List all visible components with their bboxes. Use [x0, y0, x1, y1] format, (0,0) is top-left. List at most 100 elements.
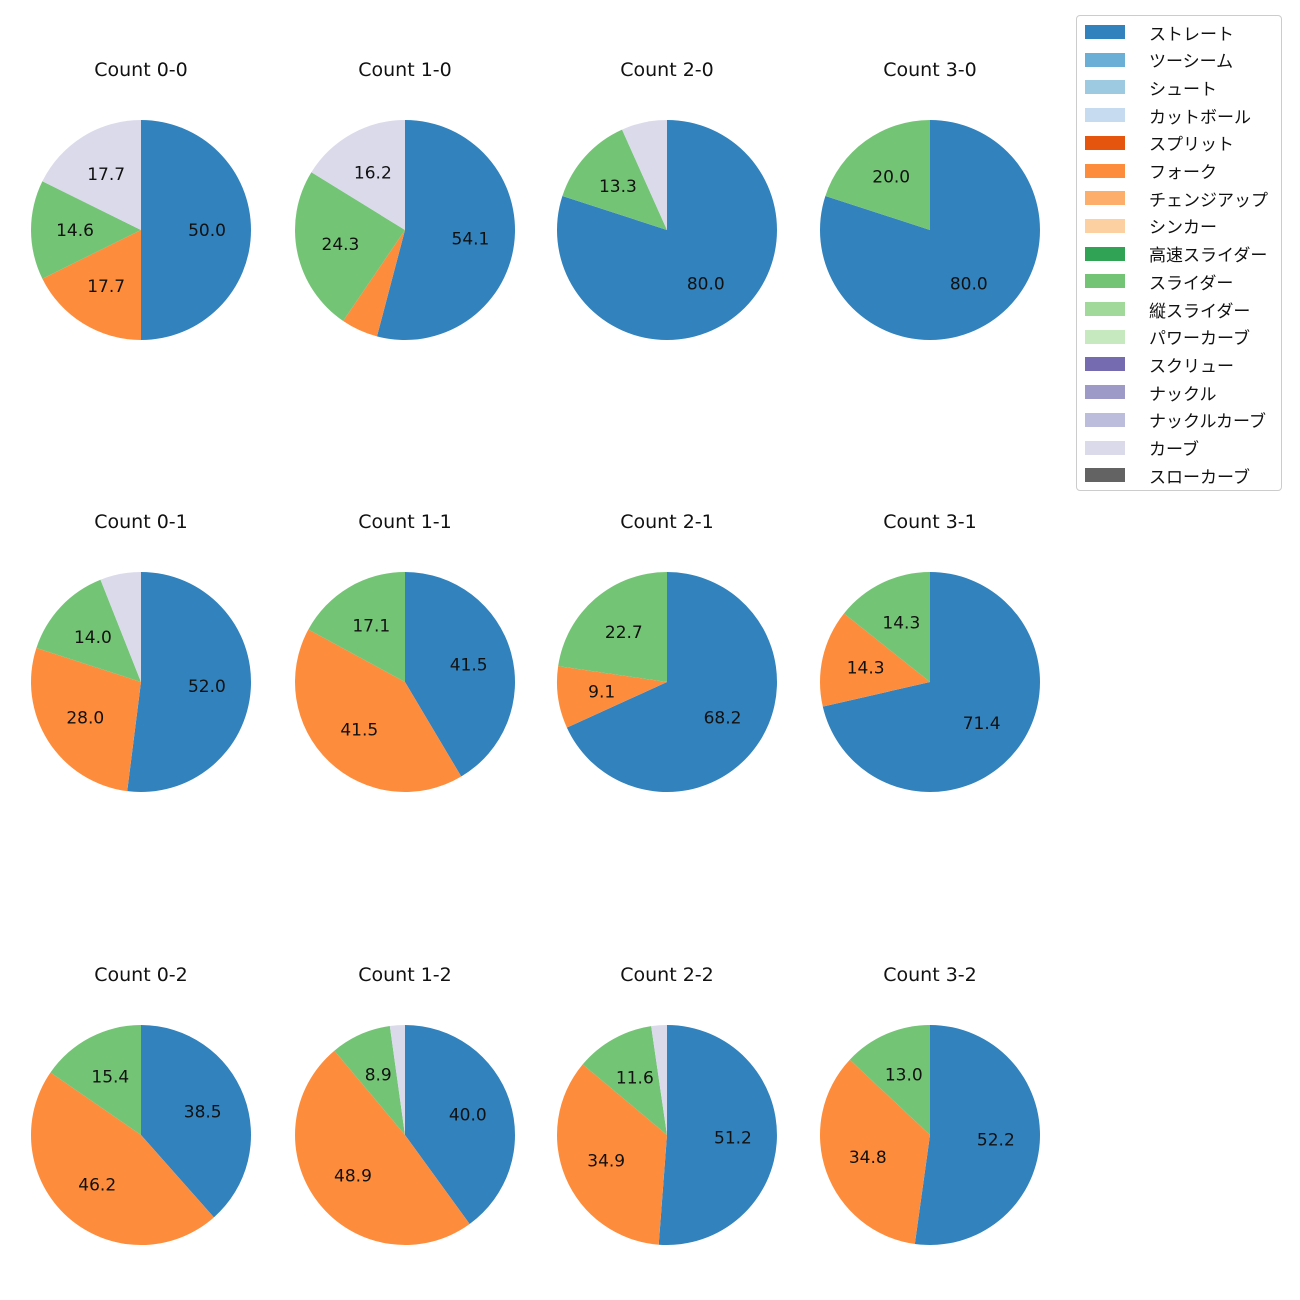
pie-slice-label: 14.3 [847, 658, 885, 678]
pie-slice-label: 50.0 [188, 221, 226, 241]
legend-label: ナックル [1149, 384, 1217, 405]
legend-label: 縦スライダー [1149, 301, 1251, 322]
legend-label: ストレート [1149, 24, 1234, 45]
legend-swatch [1085, 468, 1125, 483]
pie-slice [562, 129, 667, 230]
legend-label: スライダー [1149, 273, 1234, 294]
pie-slice [31, 181, 141, 279]
legend-label: フォーク [1149, 163, 1217, 183]
pie-slice [843, 572, 930, 682]
legend-label: スローカーブ [1149, 467, 1250, 488]
pie-3: Count 2-0 80.0 13.3 [556, 59, 777, 340]
pie-slice [30, 1072, 214, 1246]
pie-slice-label: 38.5 [184, 1103, 222, 1123]
legend-item: ナックルカーブ [1085, 410, 1266, 432]
legend-item: ナックル [1085, 382, 1217, 405]
pie-title: Count 0-0 [94, 59, 188, 81]
legend-swatch [1085, 218, 1125, 233]
pie-slice [566, 572, 778, 792]
legend-label: カーブ [1149, 440, 1199, 460]
pie-slice [141, 1025, 252, 1218]
pie-slice-label: 9.1 [588, 682, 615, 702]
pie-slice-label: 14.3 [882, 614, 920, 634]
pie-slice-label: 51.2 [714, 1128, 752, 1148]
pie-slice-label: 68.2 [704, 709, 742, 729]
pie-title: Count 2-2 [620, 964, 714, 986]
legend-label: シンカー [1149, 218, 1217, 239]
legend-item: スクリュー [1085, 354, 1234, 377]
legend-item: ツーシーム [1085, 50, 1234, 73]
pie-slice [822, 572, 1040, 792]
pie-slice [42, 120, 142, 230]
pie-slice [558, 572, 667, 682]
pie-slice [819, 1059, 930, 1244]
legend-swatch [1085, 108, 1125, 123]
pie-slice-label: 52.2 [977, 1131, 1015, 1151]
legend-label: ツーシーム [1149, 52, 1234, 73]
pie-slice [36, 579, 141, 682]
pie-title: Count 2-1 [620, 511, 714, 533]
pie-slice [557, 666, 667, 728]
pie-slice [651, 1025, 667, 1135]
pie-slice [294, 629, 462, 793]
pie-1: Count 0-0 50.0 17.7 14.6 17.7 [31, 59, 251, 340]
pie-slice-label: 22.7 [605, 623, 643, 643]
pie-8: Count 3-1 71.4 14.3 14.3 [819, 511, 1040, 792]
legend-swatch [1085, 357, 1125, 372]
pie-slice [141, 120, 251, 340]
pie-slice [42, 230, 142, 340]
legend-item: スローカーブ [1085, 465, 1250, 488]
pie-slice-label: 28.0 [66, 708, 104, 728]
pie-slice-label: 34.8 [849, 1148, 887, 1168]
pie-slice [405, 572, 516, 777]
pie-slice [311, 120, 405, 230]
legend-swatch [1085, 25, 1125, 39]
pie-4: Count 3-0 80.0 20.0 [819, 59, 1040, 340]
legend-swatch [1085, 329, 1125, 344]
legend-item: パワーカーブ [1085, 327, 1250, 349]
legend-label: 高速スライダー [1149, 246, 1268, 267]
pie-slice [127, 571, 252, 792]
pie-title: Count 1-2 [358, 964, 452, 986]
legend-label: カットボール [1149, 107, 1251, 128]
legend-item: ストレート [1085, 22, 1234, 45]
legend-label: スクリュー [1149, 356, 1234, 377]
pie-slice-label: 13.3 [599, 177, 637, 197]
pie-slice [825, 120, 930, 230]
pie-slice-label: 17.7 [87, 277, 125, 297]
pie-slice-label: 13.0 [885, 1065, 923, 1085]
pie-slice-label: 71.4 [963, 714, 1001, 734]
pie-slice [30, 648, 142, 792]
pie-slice-label: 48.9 [334, 1167, 372, 1187]
legend-swatch [1085, 52, 1125, 67]
pie-slice [308, 571, 405, 682]
pie-slice-label: 20.0 [872, 168, 910, 188]
legend-item: スプリット [1085, 133, 1234, 156]
legend-swatch [1085, 80, 1125, 95]
pie-slice [295, 1050, 470, 1245]
pie-slice [405, 1025, 516, 1224]
pie-slice-label: 34.9 [587, 1152, 625, 1172]
pie-slice [376, 120, 516, 340]
pie-10: Count 1-2 40.0 48.9 8.9 [295, 964, 516, 1245]
pie-slice [50, 1025, 141, 1135]
pie-slice-label: 24.3 [322, 235, 360, 255]
legend-swatch [1085, 385, 1125, 400]
pie-2: Count 1-0 54.1 24.3 16.2 [294, 59, 516, 340]
pie-slice [294, 172, 405, 321]
legend-label: スプリット [1149, 135, 1234, 156]
pie-12: Count 3-2 52.2 34.8 13.0 [819, 964, 1041, 1246]
pie-slice [334, 1026, 405, 1135]
pie-slice-label: 54.1 [452, 229, 490, 249]
legend-swatch [1085, 412, 1125, 427]
pie-slice [556, 1064, 667, 1245]
legend-item: スライダー [1085, 271, 1234, 294]
pie-title: Count 3-0 [883, 59, 977, 81]
legend-item: シュート [1085, 77, 1217, 100]
legend-swatch [1085, 191, 1125, 206]
pie-slice-label: 16.2 [354, 163, 392, 183]
legend-swatch [1085, 163, 1125, 178]
legend-item: 高速スライダー [1085, 244, 1268, 267]
pie-slice [622, 120, 667, 230]
